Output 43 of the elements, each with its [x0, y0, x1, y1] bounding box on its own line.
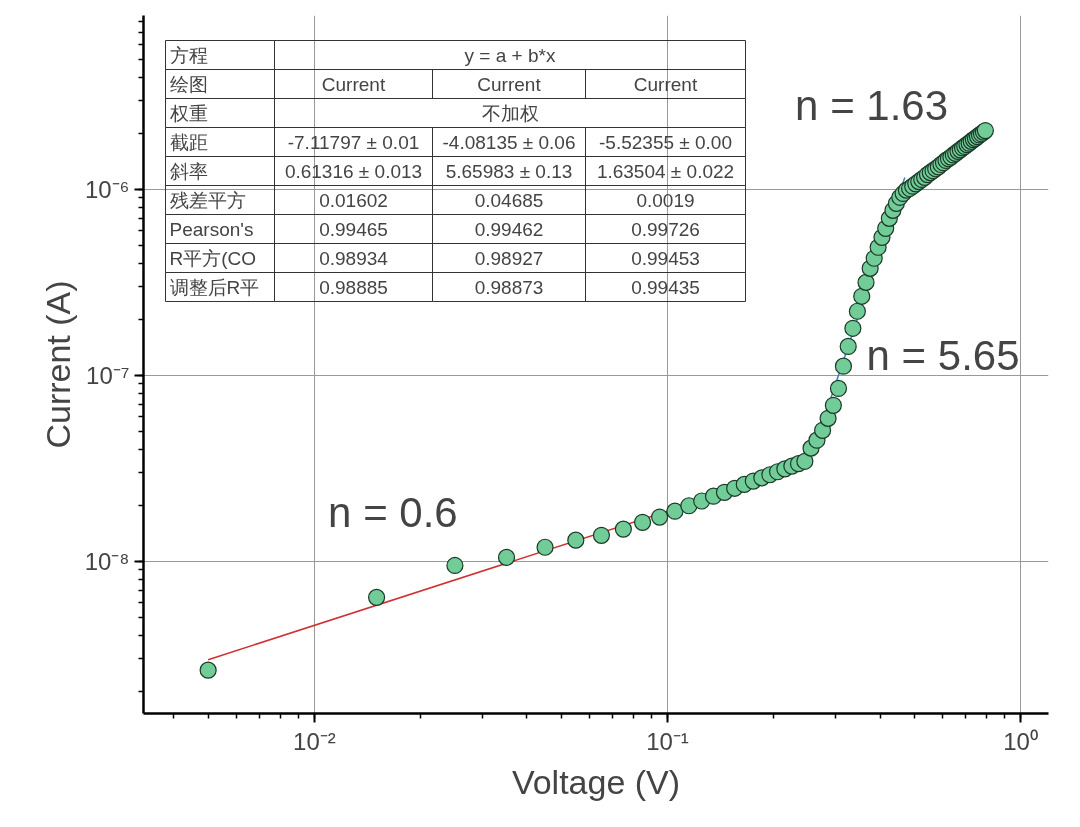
annotation: Pearson's: [169, 218, 254, 240]
annotation: 0.61316 ± 0.013: [284, 160, 423, 182]
x-tick-label: 10⁻¹: [646, 727, 689, 755]
annotation: n = 1.63: [795, 82, 949, 130]
annotation: 0.99435: [631, 276, 700, 298]
annotation: 0.99462: [474, 218, 544, 240]
annotation: 0.98873: [474, 276, 544, 298]
annotation: 0.99453: [631, 247, 700, 269]
annotation: n = 5.65: [866, 331, 1020, 379]
annotation: R平方(CO: [169, 247, 257, 269]
y-axis-title: Current (A): [38, 280, 77, 449]
annotation: 0.98927: [474, 247, 544, 269]
y-tick-label: 10⁻⁸: [84, 547, 130, 575]
annotation: 不加权: [481, 102, 539, 124]
annotation: 调整后R平: [169, 276, 260, 298]
annotation: y = a + b*x: [464, 44, 556, 66]
annotation: 权重: [168, 102, 208, 124]
x-tick-label: 10⁻²: [293, 727, 336, 755]
annotation: 残差平方: [169, 189, 246, 211]
annotation: n = 0.6: [328, 488, 458, 536]
annotation: 1.63504 ± 0.022: [596, 160, 735, 182]
x-tick-label: 10⁰: [1003, 727, 1038, 755]
y-tick-label: 10⁻⁷: [86, 361, 130, 389]
annotation: 绘图: [169, 73, 208, 95]
x-axis-title: Voltage (V): [511, 762, 681, 801]
annotation: Current: [633, 73, 698, 95]
annotation: 方程: [169, 44, 208, 66]
annotation: 0.99726: [631, 218, 700, 240]
annotation: 截距: [169, 131, 208, 153]
y-tick-label: 10⁻⁶: [84, 175, 130, 203]
annotation: -5.52355 ± 0.00: [599, 131, 732, 153]
annotation: 斜率: [169, 160, 208, 182]
annotation: 0.01602: [319, 189, 388, 211]
annotation: 0.99465: [319, 218, 388, 240]
annotation: -7.11797 ± 0.01: [287, 131, 420, 153]
annotation: 0.0019: [636, 189, 695, 211]
annotation: 5.65983 ± 0.13: [445, 160, 573, 182]
annotation: 0.04685: [474, 189, 544, 211]
annotation: 0.98934: [319, 247, 389, 269]
annotation: 0.98885: [319, 276, 388, 298]
annotation: -4.08135 ± 0.06: [442, 131, 576, 153]
annotation: Current: [321, 73, 386, 95]
annotation: Current: [477, 73, 542, 95]
